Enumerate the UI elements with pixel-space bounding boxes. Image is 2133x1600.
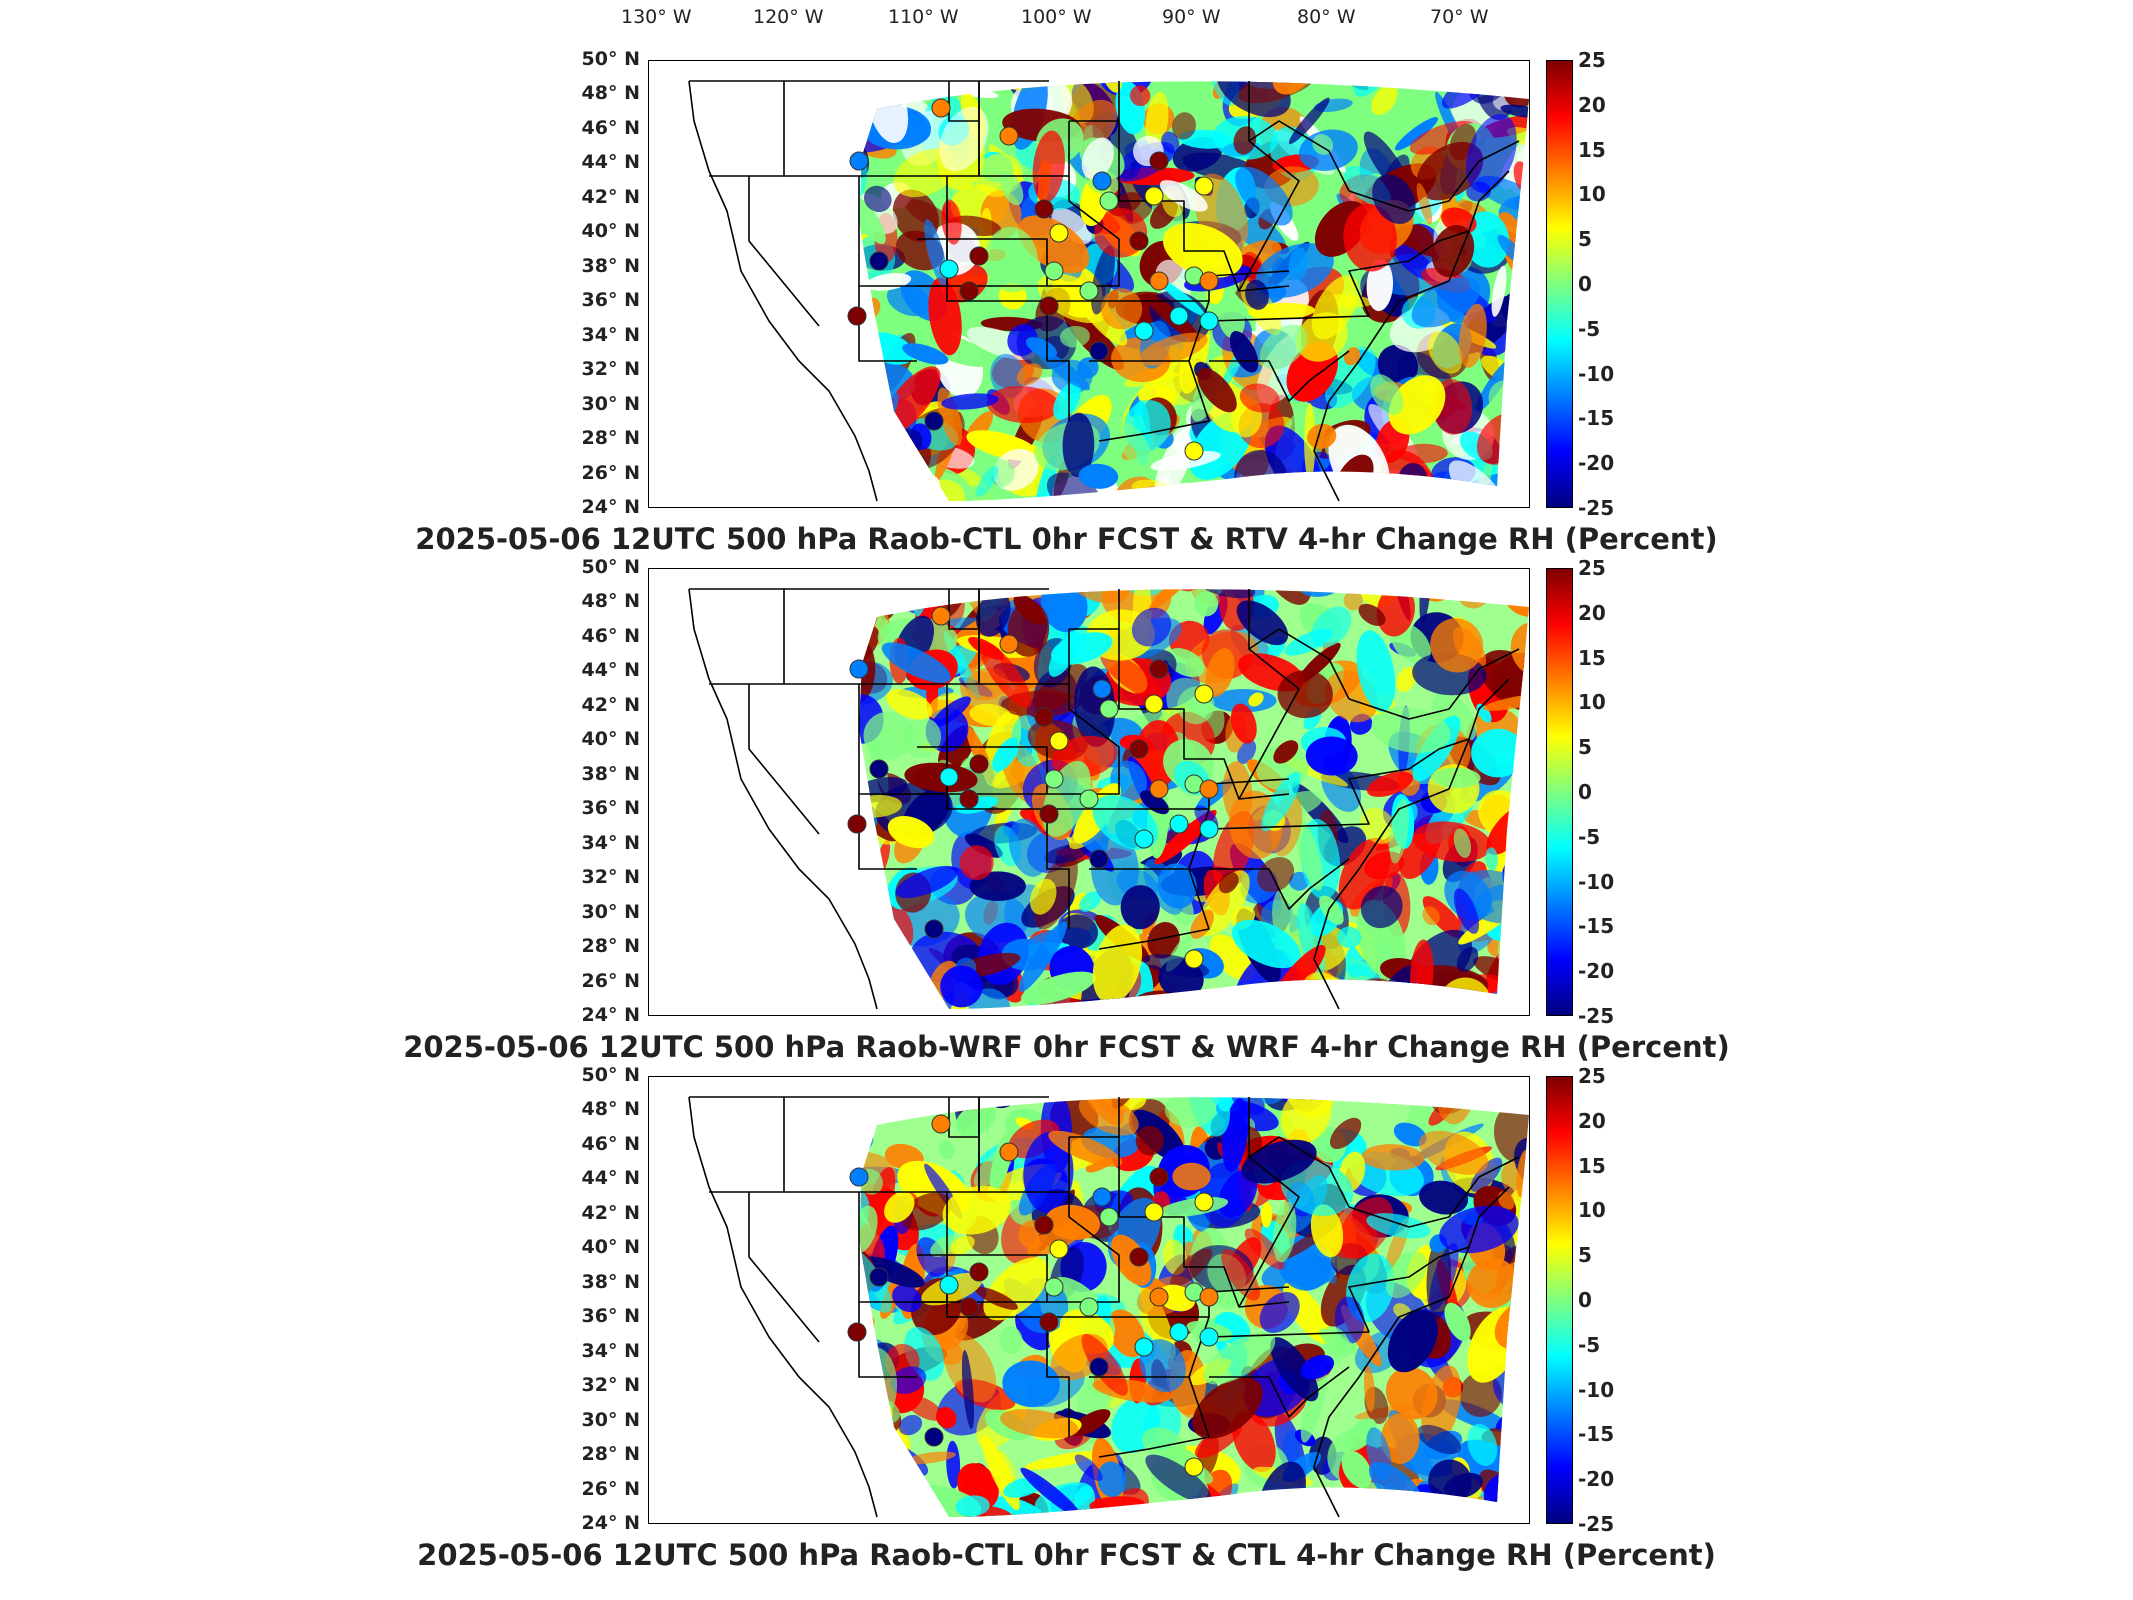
lat-label: 32° N — [581, 1374, 640, 1397]
lat-label: 46° N — [581, 1132, 640, 1155]
lat-label: 50° N — [581, 556, 640, 578]
lat-label: 38° N — [581, 254, 640, 277]
colorbar-tick-label: -20 — [1578, 1467, 1615, 1492]
colorbar-tick-label: -25 — [1578, 1512, 1615, 1536]
lat-label: 36° N — [581, 797, 640, 820]
map-area — [648, 568, 1530, 1016]
lat-label: 30° N — [581, 1408, 640, 1431]
colorbar — [1546, 60, 1573, 508]
rh-field-map — [688, 1096, 1529, 1518]
colorbar-tick-label: 15 — [1578, 645, 1606, 670]
lon-label: 90° W — [1162, 6, 1221, 28]
lat-label: 30° N — [581, 392, 640, 415]
lat-label: 42° N — [581, 1201, 640, 1224]
colorbar-tick-label: -5 — [1578, 316, 1601, 341]
lon-label: 130° W — [621, 6, 692, 28]
lat-label: 44° N — [581, 151, 640, 174]
lat-label: 42° N — [581, 185, 640, 208]
colorbar-tick-label: 25 — [1578, 556, 1606, 580]
lat-label: 50° N — [581, 48, 640, 70]
lat-label: 26° N — [581, 1477, 640, 1500]
lat-label: 32° N — [581, 358, 640, 381]
lat-label: 30° N — [581, 900, 640, 923]
colorbar-tick-label: -10 — [1578, 1377, 1615, 1402]
lat-label: 38° N — [581, 762, 640, 785]
colorbar-tick-label: -10 — [1578, 361, 1615, 386]
lat-label: 40° N — [581, 1236, 640, 1259]
lat-label: 26° N — [581, 969, 640, 992]
rh-field-map — [688, 80, 1529, 502]
lat-label: 48° N — [581, 590, 640, 613]
lat-label: 50° N — [581, 1064, 640, 1086]
lat-label: 44° N — [581, 659, 640, 682]
lat-label: 24° N — [581, 496, 640, 518]
panel-title: 2025-05-06 12UTC 500 hPa Raob-CTL 0hr FC… — [417, 1538, 1716, 1572]
rh-field-map — [688, 588, 1529, 1010]
colorbar-tick-label: 10 — [1578, 182, 1606, 207]
map-area — [648, 1076, 1530, 1524]
colorbar-tick-label: -25 — [1578, 496, 1615, 520]
colorbar-tick-label: 20 — [1578, 92, 1606, 117]
colorbar-tick-label: -10 — [1578, 869, 1615, 894]
colorbar-tick-label: -15 — [1578, 1422, 1615, 1447]
colorbar-tick-label: 10 — [1578, 690, 1606, 715]
colorbar-tick-label: -5 — [1578, 824, 1601, 849]
colorbar — [1546, 568, 1573, 1016]
panel-title: 2025-05-06 12UTC 500 hPa Raob-CTL 0hr FC… — [415, 522, 1718, 556]
colorbar-tick-label: 20 — [1578, 600, 1606, 625]
lat-label: 28° N — [581, 427, 640, 450]
colorbar-tick-label: -20 — [1578, 959, 1615, 984]
lat-label: 34° N — [581, 831, 640, 854]
lat-label: 46° N — [581, 116, 640, 139]
colorbar-tick-label: 15 — [1578, 137, 1606, 162]
colorbar-tick-label: 25 — [1578, 48, 1606, 72]
lat-label: 28° N — [581, 1443, 640, 1466]
lat-label: 46° N — [581, 624, 640, 647]
lat-label: 32° N — [581, 866, 640, 889]
lon-label: 70° W — [1430, 6, 1489, 28]
lat-label: 42° N — [581, 693, 640, 716]
lat-label: 34° N — [581, 323, 640, 346]
lat-label: 24° N — [581, 1004, 640, 1026]
colorbar-tick-label: -25 — [1578, 1004, 1615, 1028]
panel-title: 2025-05-06 12UTC 500 hPa Raob-WRF 0hr FC… — [403, 1030, 1730, 1064]
lon-label: 100° W — [1021, 6, 1092, 28]
colorbar-tick-label: -5 — [1578, 1332, 1601, 1357]
lat-label: 28° N — [581, 935, 640, 958]
colorbar-tick-label: 5 — [1578, 227, 1592, 252]
colorbar-tick-label: 0 — [1578, 780, 1592, 804]
lon-label: 110° W — [888, 6, 959, 28]
colorbar — [1546, 1076, 1573, 1524]
colorbar-tick-label: 15 — [1578, 1153, 1606, 1178]
colorbar-tick-label: 20 — [1578, 1108, 1606, 1133]
lon-label: 120° W — [753, 6, 824, 28]
lat-label: 40° N — [581, 728, 640, 751]
colorbar-tick-label: 10 — [1578, 1198, 1606, 1223]
lat-label: 34° N — [581, 1339, 640, 1362]
colorbar-tick-label: 5 — [1578, 1243, 1592, 1268]
colorbar-tick-label: -15 — [1578, 406, 1615, 431]
lon-label: 80° W — [1297, 6, 1356, 28]
longitude-axis: 130° W 120° W 110° W 100° W 90° W 80° W … — [0, 0, 2133, 40]
colorbar-tick-label: 0 — [1578, 1288, 1592, 1312]
colorbar-tick-label: 0 — [1578, 272, 1592, 296]
colorbar-tick-label: -15 — [1578, 914, 1615, 939]
lat-label: 36° N — [581, 289, 640, 312]
lat-label: 26° N — [581, 461, 640, 484]
lat-label: 48° N — [581, 1098, 640, 1121]
lat-label: 44° N — [581, 1167, 640, 1190]
lat-label: 38° N — [581, 1270, 640, 1293]
colorbar-tick-label: 25 — [1578, 1064, 1606, 1088]
map-area — [648, 60, 1530, 508]
lat-label: 24° N — [581, 1512, 640, 1534]
colorbar-tick-label: -20 — [1578, 451, 1615, 476]
lat-label: 48° N — [581, 82, 640, 105]
lat-label: 36° N — [581, 1305, 640, 1328]
lat-label: 40° N — [581, 220, 640, 243]
colorbar-tick-label: 5 — [1578, 735, 1592, 760]
